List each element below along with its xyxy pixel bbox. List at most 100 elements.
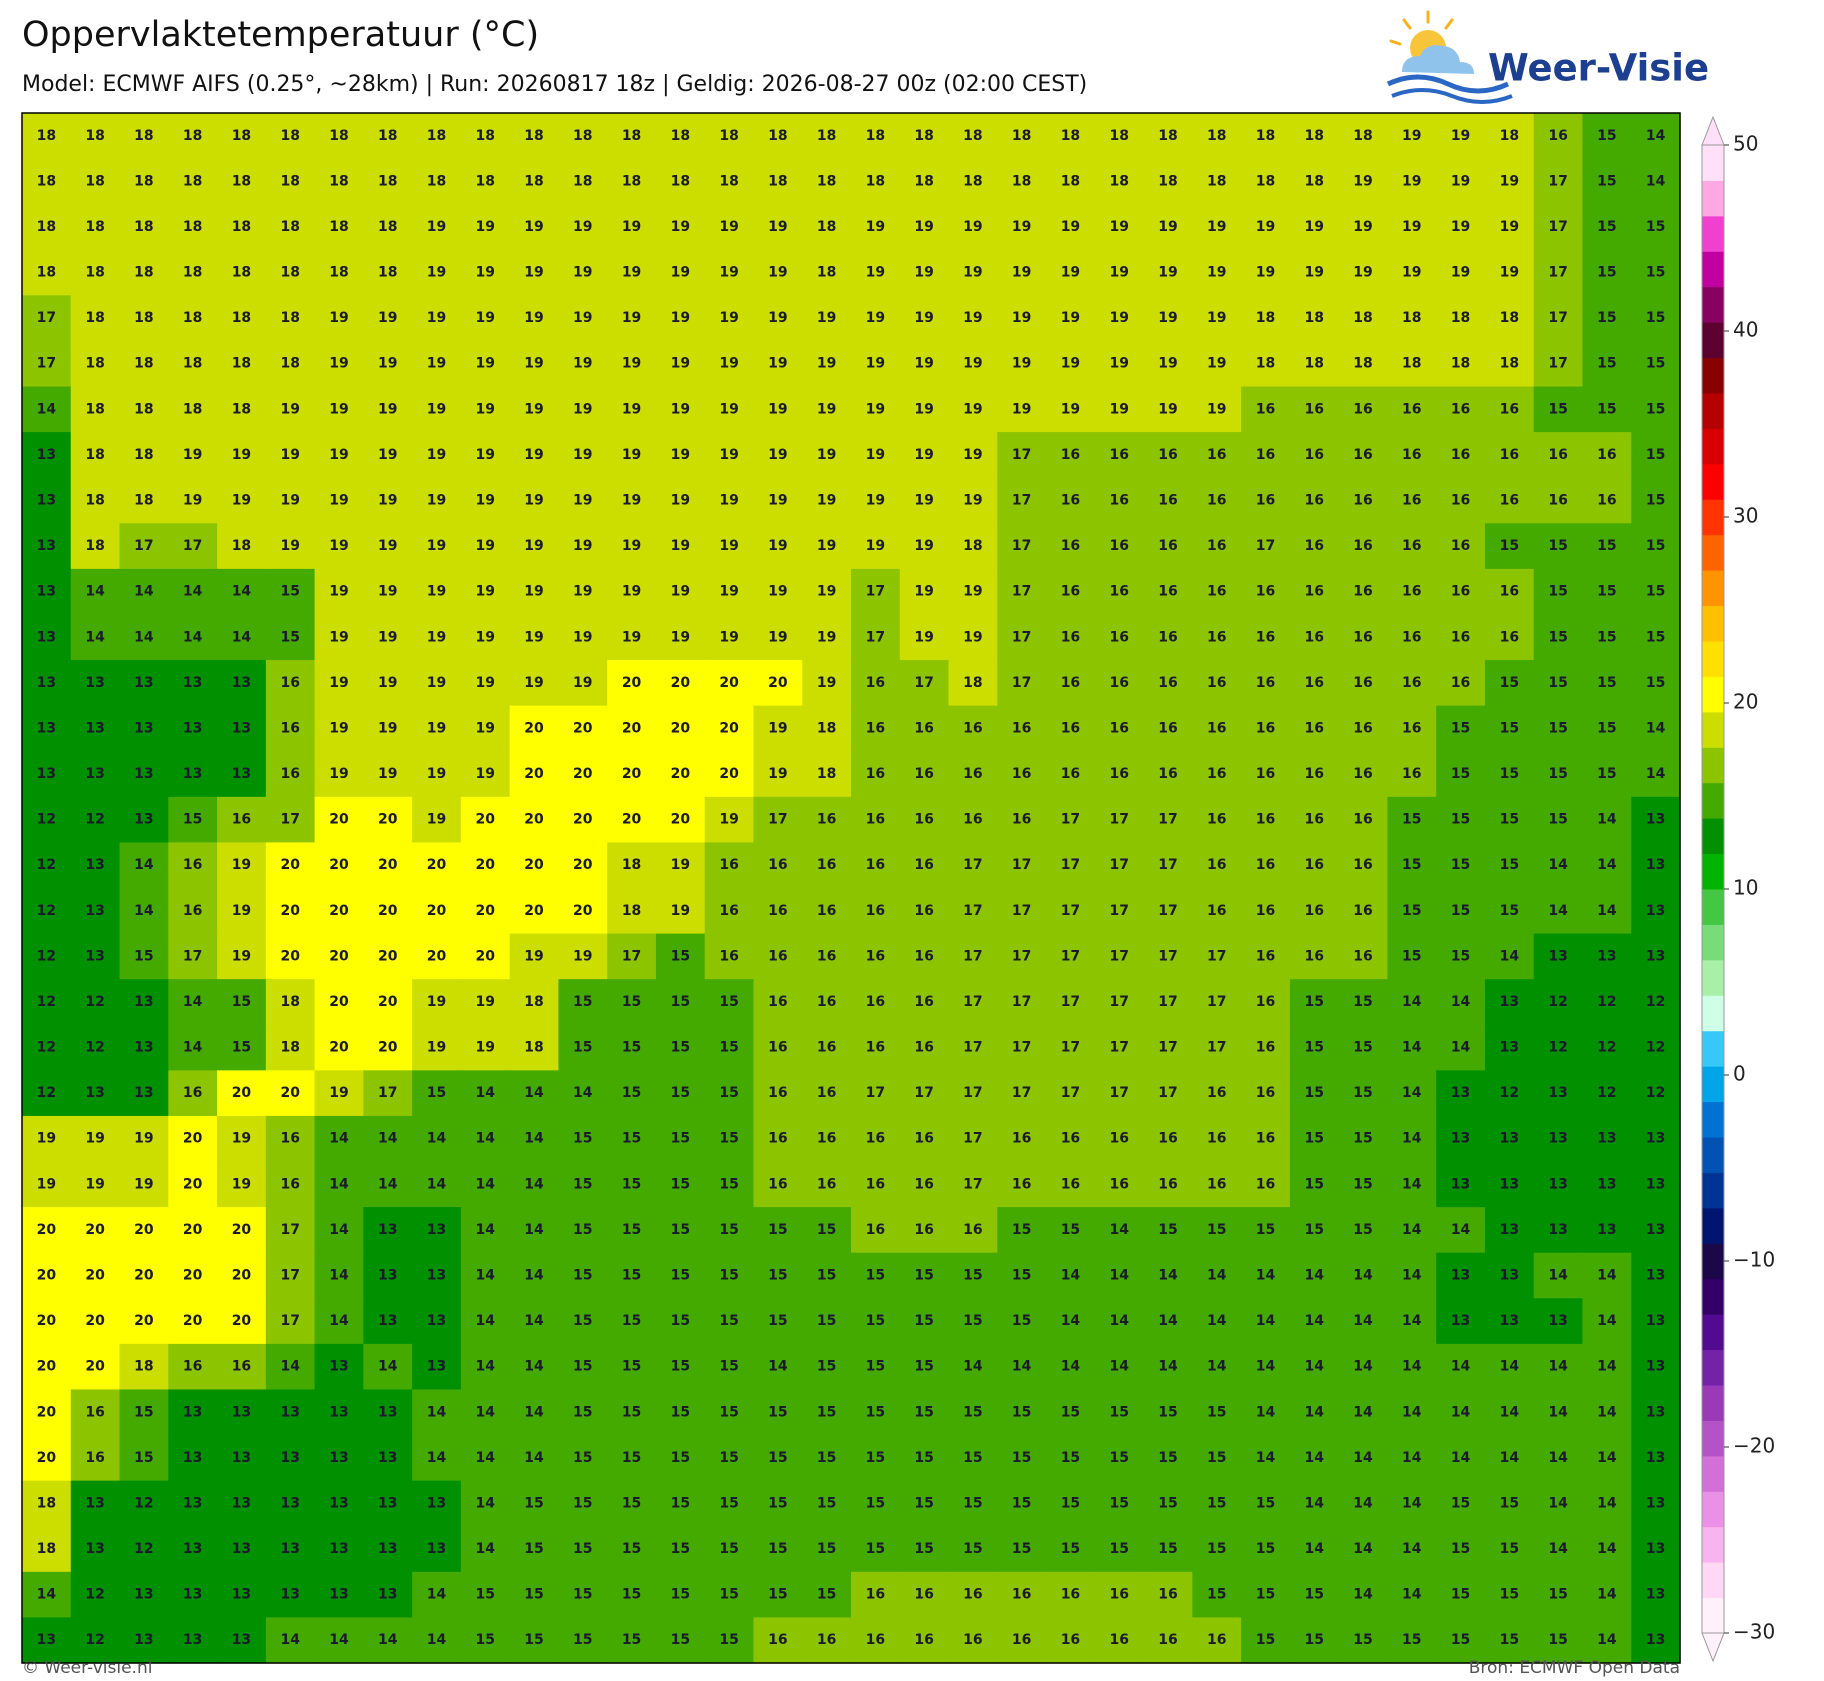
temperature-cell — [655, 1070, 706, 1117]
temperature-cell — [1387, 1389, 1437, 1436]
temperature-cell — [1436, 477, 1486, 524]
temperature-cell — [314, 249, 364, 296]
temperature-label: 13 — [183, 1450, 202, 1466]
temperature-label: 13 — [183, 766, 202, 782]
temperature-cell — [412, 751, 462, 798]
temperature-label: 13 — [232, 1632, 251, 1648]
temperature-label: 14 — [1597, 1313, 1617, 1329]
temperature-label: 15 — [914, 1268, 933, 1284]
temperature-cell — [1192, 1115, 1242, 1163]
temperature-label: 19 — [914, 584, 933, 600]
temperature-label: 19 — [183, 447, 202, 463]
temperature-cell — [1338, 1070, 1389, 1117]
temperature-label: 19 — [573, 493, 592, 509]
temperature-cell — [753, 1343, 803, 1391]
temperature-cell — [1533, 1298, 1584, 1345]
temperature-label: 15 — [622, 1495, 641, 1511]
temperature-cell — [1631, 1343, 1681, 1391]
temperature-label: 14 — [427, 1450, 447, 1466]
temperature-label: 13 — [85, 1541, 104, 1557]
temperature-cell — [460, 751, 511, 798]
temperature-label: 19 — [963, 584, 982, 600]
temperature-label: 14 — [1597, 1632, 1617, 1648]
temperature-label: 12 — [1597, 1040, 1616, 1056]
temperature-label: 16 — [1548, 447, 1567, 463]
temperature-label: 15 — [671, 1632, 690, 1648]
temperature-label: 16 — [1109, 1587, 1128, 1603]
temperature-cell — [1143, 1435, 1193, 1482]
temperature-label: 19 — [817, 584, 836, 600]
temperature-cell — [1241, 1298, 1291, 1345]
temperature-cell — [753, 386, 803, 433]
temperature-label: 16 — [1158, 447, 1177, 463]
temperature-cell — [607, 1252, 657, 1299]
temperature-cell — [168, 1389, 218, 1436]
temperature-label: 13 — [1646, 948, 1665, 964]
temperature-cell — [1046, 1070, 1096, 1117]
temperature-cell — [1484, 340, 1535, 388]
temperature-label: 16 — [1305, 948, 1324, 964]
temperature-cell — [1582, 568, 1632, 616]
temperature-cell — [704, 340, 755, 388]
temperature-label: 18 — [1207, 128, 1226, 144]
temperature-label: 16 — [914, 812, 933, 828]
temperature-label: 15 — [671, 1495, 690, 1511]
temperature-cell — [1436, 751, 1486, 798]
temperature-cell — [997, 1526, 1047, 1573]
temperature-cell — [119, 1298, 169, 1345]
temperature-label: 15 — [817, 1450, 836, 1466]
temperature-cell — [70, 979, 121, 1026]
temperature-label: 13 — [1500, 1131, 1519, 1147]
temperature-label: 15 — [1061, 1450, 1080, 1466]
temperature-label: 15 — [1597, 675, 1616, 691]
temperature-label: 15 — [866, 1404, 885, 1420]
temperature-cell — [22, 796, 72, 844]
temperature-label: 18 — [622, 857, 641, 873]
temperature-label: 20 — [427, 948, 447, 964]
temperature-cell — [1484, 432, 1535, 479]
temperature-cell — [997, 568, 1047, 616]
temperature-cell — [1631, 1298, 1681, 1345]
temperature-cell — [1289, 523, 1340, 570]
temperature-label: 19 — [427, 720, 446, 736]
temperature-cell — [1436, 113, 1486, 160]
temperature-label: 15 — [719, 1268, 738, 1284]
temperature-cell — [655, 477, 706, 524]
temperature-label: 16 — [1061, 1632, 1080, 1648]
temperature-cell — [119, 249, 169, 296]
temperature-label: 15 — [1597, 173, 1616, 189]
temperature-label: 14 — [1402, 1131, 1422, 1147]
temperature-cell — [802, 1389, 852, 1436]
temperature-cell — [1241, 933, 1291, 980]
temperature-label: 15 — [1158, 1541, 1177, 1557]
logo-icon — [1386, 10, 1513, 104]
temperature-cell — [607, 1571, 657, 1619]
temperature-cell — [1484, 204, 1535, 251]
temperature-cell — [802, 1571, 852, 1619]
temperature-label: 14 — [280, 1359, 300, 1375]
temperature-label: 13 — [1646, 857, 1665, 873]
temperature-label: 15 — [817, 1359, 836, 1375]
temperature-label: 18 — [183, 219, 202, 235]
temperature-cell — [217, 888, 267, 935]
temperature-label: 20 — [232, 1222, 252, 1238]
temperature-label: 19 — [524, 401, 543, 417]
temperature-cell — [704, 568, 755, 616]
temperature-cell — [1289, 477, 1340, 524]
temperature-label: 16 — [1061, 584, 1080, 600]
temperature-cell — [948, 796, 998, 844]
temperature-label: 18 — [85, 493, 104, 509]
temperature-cell — [1338, 1115, 1389, 1163]
temperature-label: 19 — [671, 401, 690, 417]
temperature-cell — [412, 660, 462, 707]
temperature-cell — [1436, 842, 1486, 889]
temperature-label: 16 — [183, 857, 202, 873]
temperature-cell — [412, 1389, 462, 1436]
temperature-cell — [460, 888, 511, 935]
temperature-label: 19 — [85, 1131, 104, 1147]
temperature-label: 15 — [1353, 994, 1372, 1010]
temperature-label: 16 — [1207, 812, 1226, 828]
temperature-cell — [509, 340, 560, 388]
temperature-label: 15 — [1548, 1587, 1567, 1603]
temperature-cell — [70, 1343, 121, 1391]
